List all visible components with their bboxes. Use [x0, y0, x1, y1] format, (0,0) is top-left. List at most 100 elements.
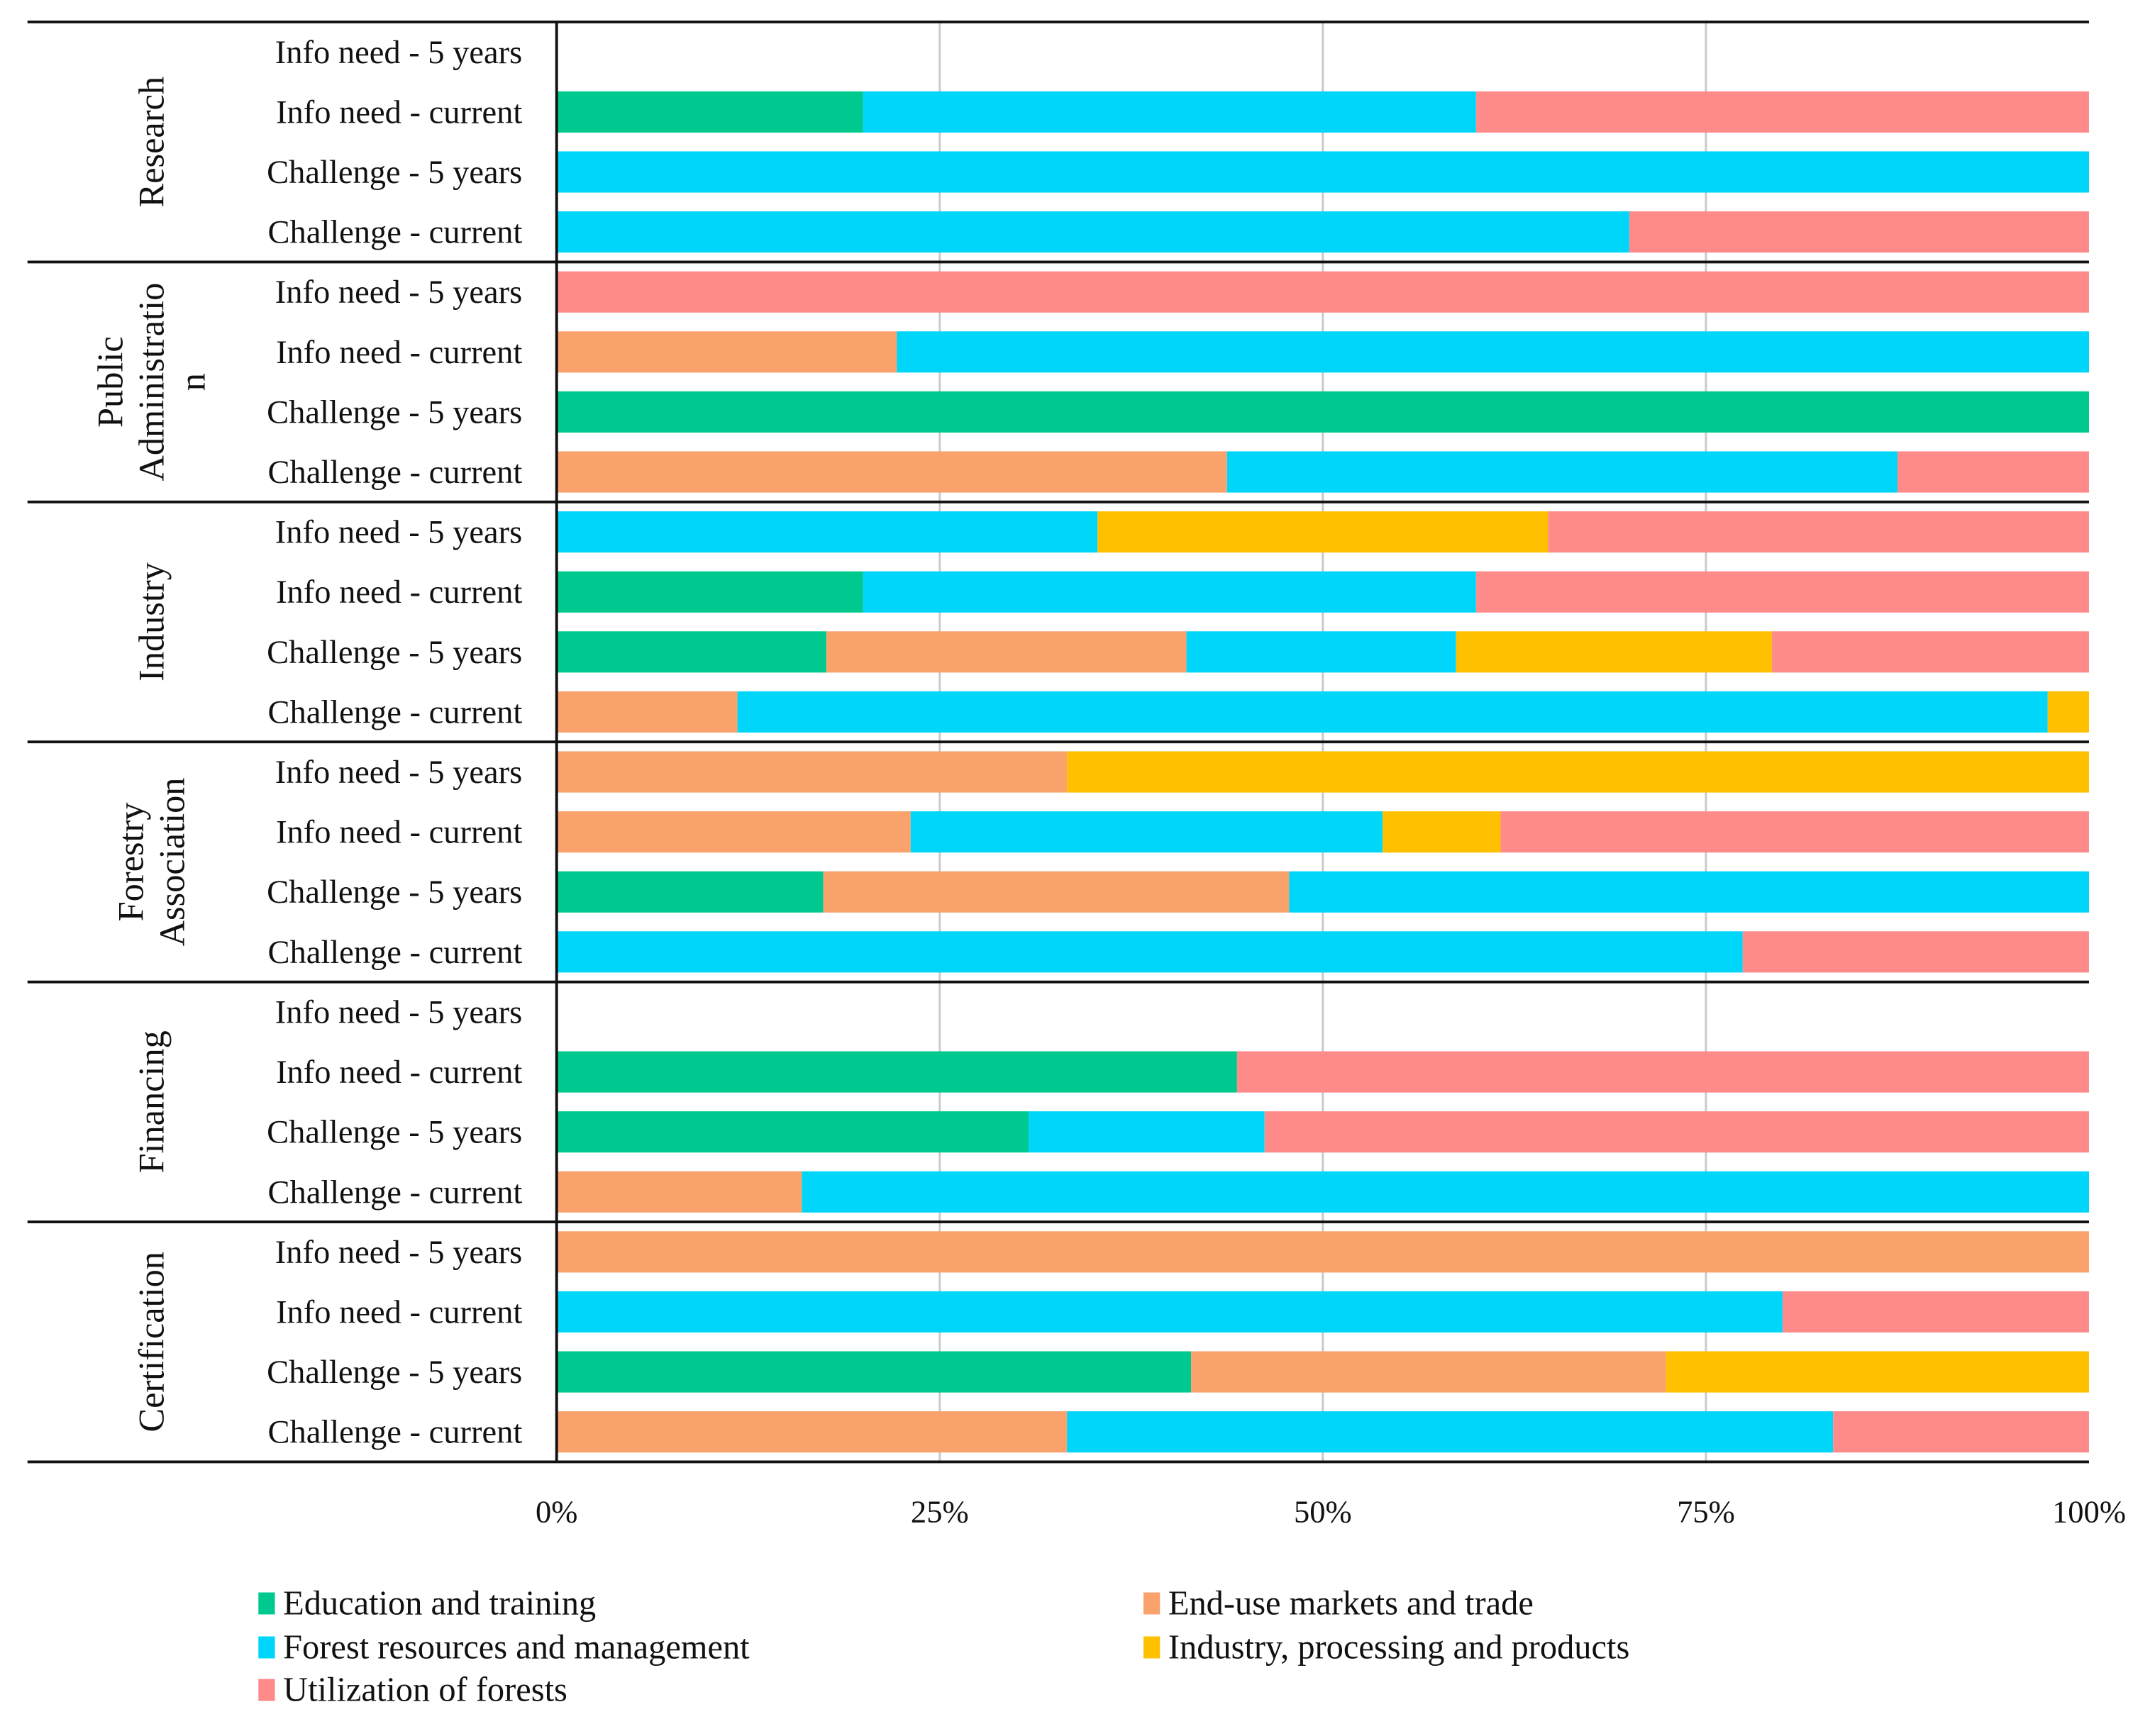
bar-segment-forest-resources-and-management [863, 571, 1476, 613]
bar-segment-education-and-training [556, 871, 824, 913]
bar-segment-forest-resources-and-management [556, 211, 1629, 253]
bar-segment-utilization-of-forests [1782, 1291, 2089, 1333]
bar-segment-utilization-of-forests [1771, 631, 2089, 673]
bar-segment-end-use-markets-and-trade [823, 871, 1290, 913]
bar-segment-utilization-of-forests [1264, 1111, 2089, 1153]
bar-segment-forest-resources-and-management [556, 931, 1743, 973]
bar-segment-utilization-of-forests [1548, 511, 2089, 553]
bar-segment-forest-resources-and-management [897, 331, 2089, 373]
row-label: Challenge - current [267, 215, 522, 251]
bar-segment-forest-resources-and-management [556, 1291, 1783, 1333]
bar-segment-end-use-markets-and-trade [556, 331, 897, 373]
x-tick-label: 100% [2052, 1494, 2126, 1530]
bar-segment-education-and-training [556, 1351, 1192, 1393]
legend-swatch [258, 1592, 275, 1615]
bar-segment-utilization-of-forests [1629, 211, 2089, 253]
bar-segment-education-and-training [556, 1051, 1237, 1093]
row-label: Info need - 5 years [275, 515, 522, 551]
row-label: Info need - 5 years [275, 994, 522, 1030]
row-label: Challenge - 5 years [267, 635, 522, 671]
bar-segment-forest-resources-and-management [1226, 451, 1898, 493]
bar-segment-end-use-markets-and-trade [556, 451, 1227, 493]
bar-segment-end-use-markets-and-trade [556, 1231, 2089, 1273]
row-label: Info need - current [276, 815, 522, 851]
x-tick-label: 25% [911, 1494, 969, 1530]
legend-swatch [258, 1679, 275, 1701]
row-label: Info need - 5 years [275, 1235, 522, 1271]
legend-label: Forest resources and management [283, 1629, 750, 1667]
bar-segment-end-use-markets-and-trade [556, 751, 1068, 793]
row-label: Challenge - current [267, 935, 522, 971]
group-label: Industry [132, 562, 172, 681]
bar-segment-end-use-markets-and-trade [826, 631, 1187, 673]
bar-segment-forest-resources-and-management [1289, 871, 2089, 913]
bar-segment-industry-processing-and-products [2047, 691, 2089, 733]
group-label: ForestryAssociation [111, 778, 192, 947]
bar-segment-forest-resources-and-management [556, 151, 2089, 193]
bar-segment-forest-resources-and-management [737, 691, 2048, 733]
row-label: Challenge - 5 years [267, 155, 522, 191]
bar-segment-forest-resources-and-management [802, 1171, 2089, 1213]
bar-segment-utilization-of-forests [1897, 451, 2089, 493]
legend-label: Industry, processing and products [1168, 1629, 1629, 1667]
x-tick-label: 0% [536, 1494, 577, 1530]
bar-segment-education-and-training [556, 631, 826, 673]
bar-segment-education-and-training [556, 571, 863, 613]
bar-segment-industry-processing-and-products [1067, 751, 2089, 793]
bar-segment-forest-resources-and-management [863, 91, 1476, 133]
group-label: PublicAdministration [90, 283, 212, 482]
bar-segment-industry-processing-and-products [1097, 511, 1549, 553]
row-label: Info need - current [276, 94, 522, 130]
bar-segment-education-and-training [556, 391, 2089, 433]
bar-segment-end-use-markets-and-trade [556, 1171, 802, 1213]
group-label: Financing [132, 1030, 172, 1173]
bar-segment-utilization-of-forests [1236, 1051, 2089, 1093]
row-label: Info need - current [276, 335, 522, 371]
row-label: Challenge - 5 years [267, 1354, 522, 1391]
row-label: Info need - 5 years [275, 755, 522, 791]
bar-segment-end-use-markets-and-trade [556, 691, 738, 733]
legend-label: Utilization of forests [283, 1671, 567, 1709]
row-label: Info need - 5 years [275, 35, 522, 71]
bar-segment-utilization-of-forests [1742, 931, 2089, 973]
legend-label: End-use markets and trade [1168, 1585, 1534, 1623]
row-label: Info need - 5 years [275, 274, 522, 311]
bar-segment-education-and-training [556, 1111, 1029, 1153]
bar-segment-utilization-of-forests [1833, 1411, 2089, 1453]
bar-segment-forest-resources-and-management [1029, 1111, 1265, 1153]
bar-segment-industry-processing-and-products [1456, 631, 1772, 673]
legend-swatch [1143, 1636, 1160, 1659]
row-label: Info need - current [276, 1294, 522, 1330]
bar-segment-industry-processing-and-products [1666, 1351, 2089, 1393]
row-label: Challenge - current [267, 1415, 522, 1451]
group-label: Certification [132, 1252, 172, 1432]
bar-segment-forest-resources-and-management [1067, 1411, 1834, 1453]
bar-segment-end-use-markets-and-trade [1191, 1351, 1666, 1393]
bar-segment-utilization-of-forests [1500, 811, 2089, 853]
bar-segment-end-use-markets-and-trade [556, 1411, 1068, 1453]
group-label: Research [132, 77, 172, 208]
legend-swatch [1143, 1592, 1160, 1615]
row-label: Challenge - current [267, 455, 522, 491]
row-label: Challenge - current [267, 1174, 522, 1211]
bar-segment-education-and-training [556, 91, 863, 133]
row-label: Info need - current [276, 1055, 522, 1091]
row-label: Challenge - 5 years [267, 874, 522, 911]
row-label: Challenge - 5 years [267, 394, 522, 430]
bar-segment-utilization-of-forests [1475, 91, 2089, 133]
x-tick-label: 75% [1677, 1494, 1735, 1530]
bar-segment-forest-resources-and-management [1186, 631, 1456, 673]
legend-label: Education and training [283, 1585, 596, 1623]
row-label: Info need - current [276, 574, 522, 611]
legend-swatch [258, 1636, 275, 1659]
bar-segment-utilization-of-forests [1475, 571, 2089, 613]
bar-segment-utilization-of-forests [556, 271, 2089, 313]
bar-segment-forest-resources-and-management [910, 811, 1383, 853]
bar-segment-end-use-markets-and-trade [556, 811, 911, 853]
bar-segment-industry-processing-and-products [1383, 811, 1501, 853]
bar-segment-forest-resources-and-management [556, 511, 1098, 553]
row-label: Challenge - current [267, 694, 522, 730]
row-label: Challenge - 5 years [267, 1115, 522, 1151]
x-tick-label: 50% [1294, 1494, 1352, 1530]
